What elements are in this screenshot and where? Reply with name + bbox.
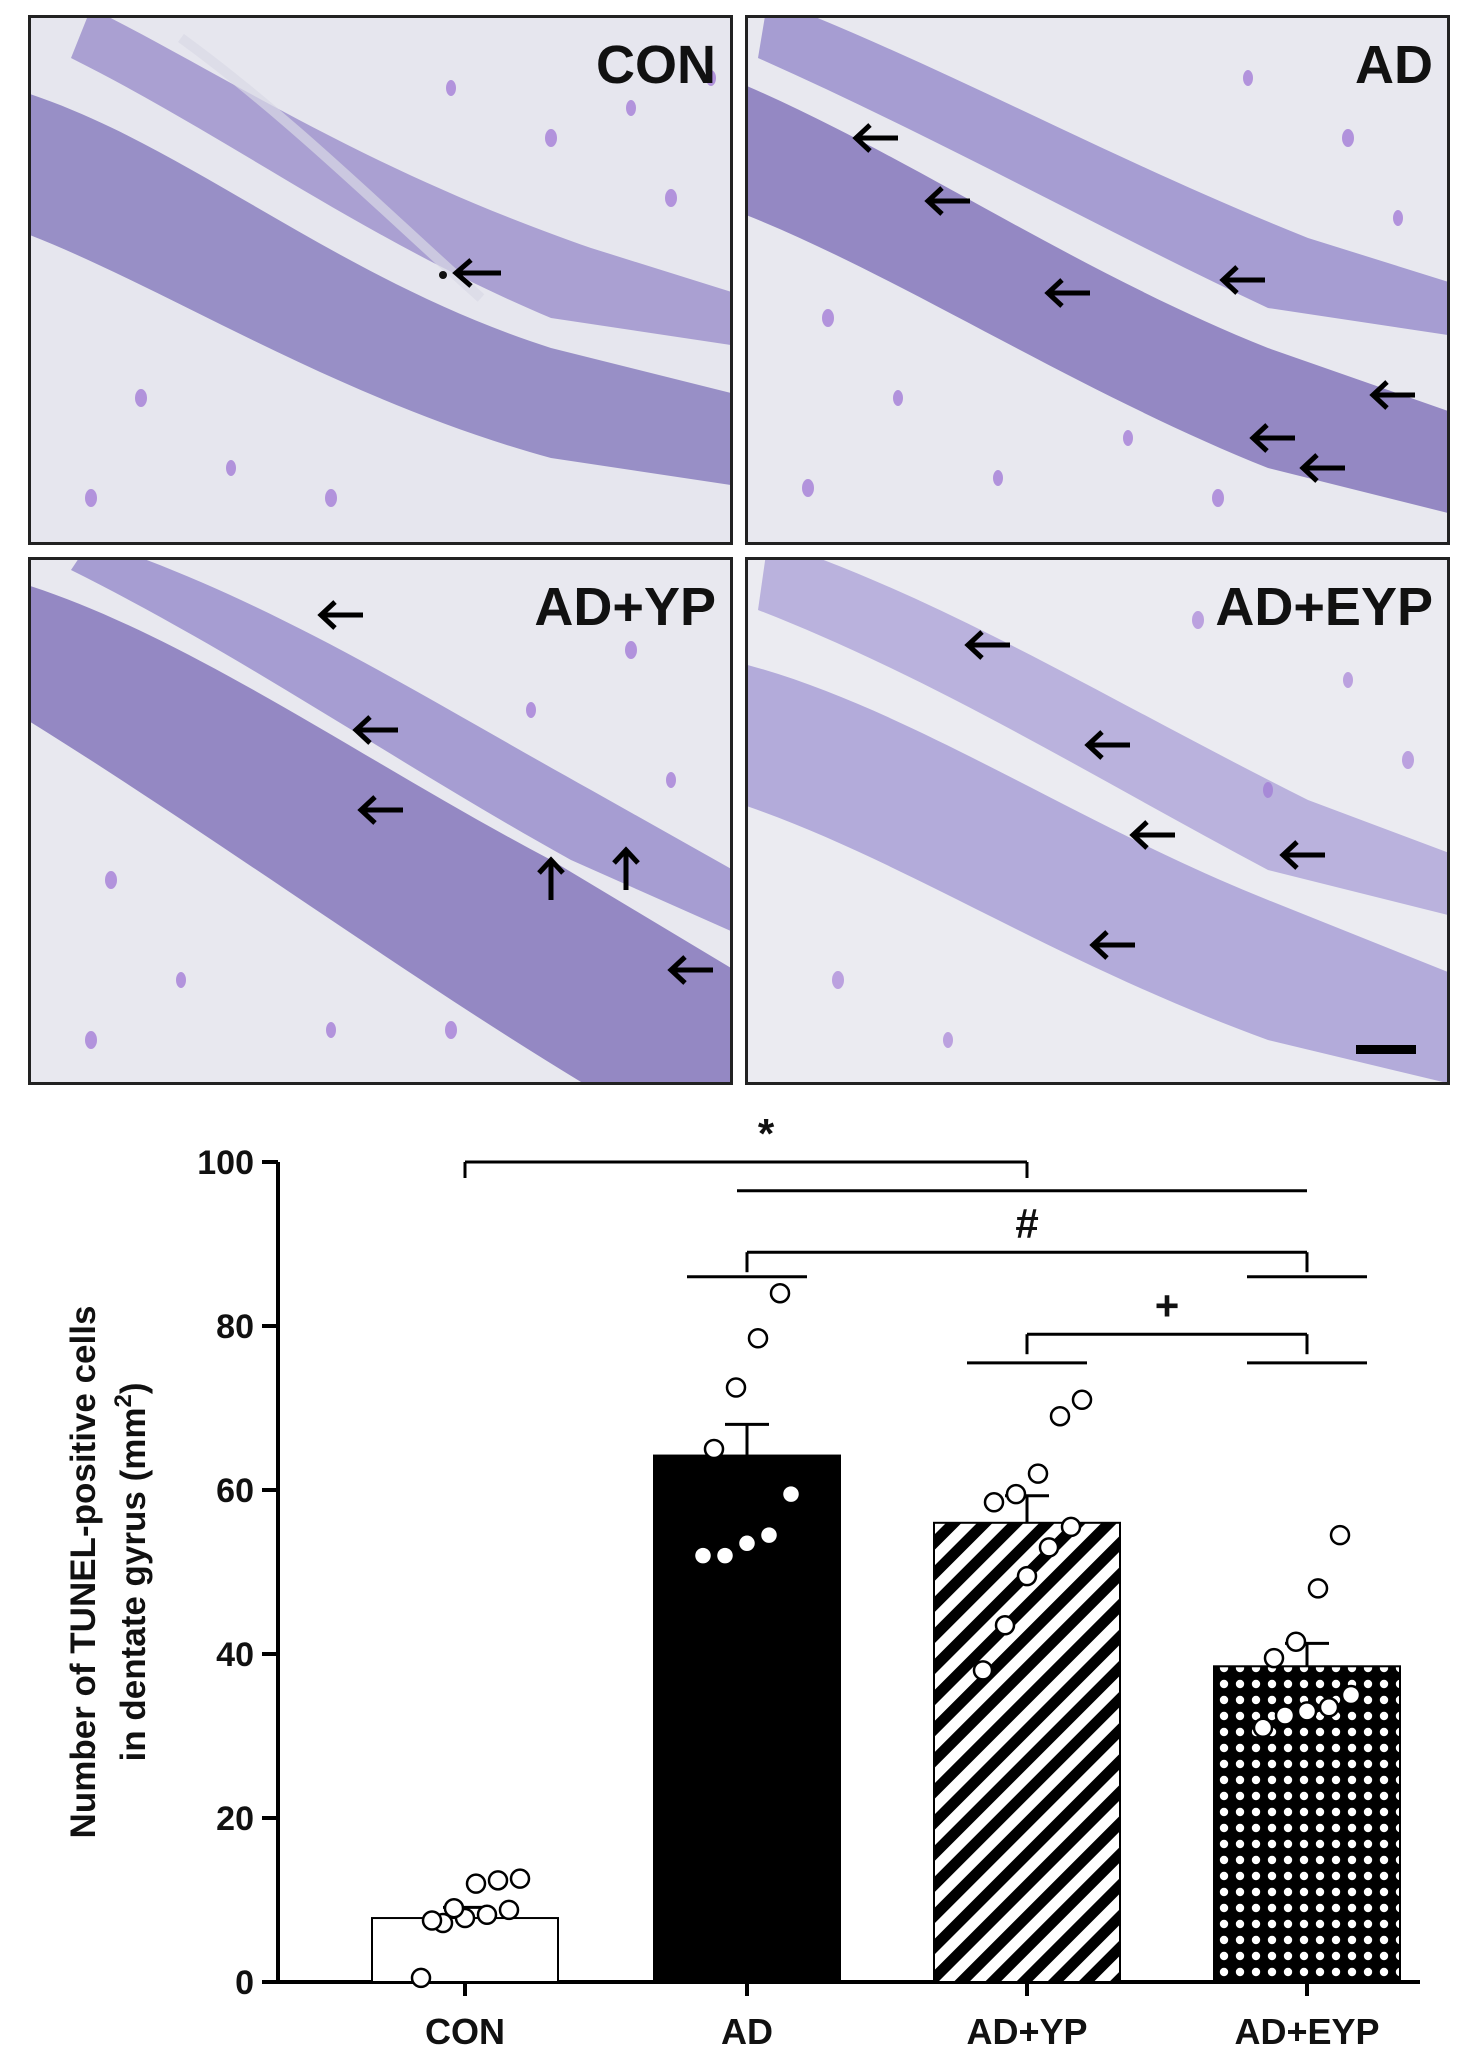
- data-point: [1038, 1537, 1060, 1558]
- scale-bar: [1356, 1045, 1416, 1054]
- tissue-image-con: [31, 18, 730, 542]
- y-tick-label: 40: [216, 1636, 254, 1674]
- y-axis-title-text: in dentate gyrus (mm: [114, 1408, 153, 1762]
- micrograph-con: CON: [28, 15, 733, 545]
- data-point: [1285, 1631, 1307, 1652]
- data-point: [1263, 1647, 1285, 1669]
- data-point: [498, 1899, 520, 1921]
- data-point: [1005, 1483, 1027, 1505]
- y-tick-label: 20: [216, 1800, 254, 1838]
- significance-brackets: * # +: [463, 1110, 1367, 1365]
- tissue-image-ad-eyp: [748, 560, 1447, 1082]
- data-point: [769, 1282, 791, 1304]
- arrow-marker: [452, 258, 501, 288]
- data-point: [983, 1492, 1005, 1513]
- micrograph-ad-eyp: AD+EYP: [745, 557, 1450, 1085]
- significance-symbol: +: [1155, 1282, 1180, 1329]
- data-point: [421, 1910, 443, 1931]
- data-point: [758, 1524, 780, 1546]
- tissue-image-ad-yp: [31, 560, 730, 1082]
- bars: [371, 1422, 1401, 1983]
- data-point: [1071, 1389, 1093, 1411]
- chart-svg: Number of TUNEL-positive cells in dentat…: [64, 1110, 1420, 2052]
- data-point: [747, 1328, 769, 1349]
- data-point: [1329, 1524, 1351, 1546]
- y-tick-label: 60: [216, 1472, 254, 1510]
- x-tick-label: AD+YP: [966, 2011, 1087, 2052]
- panel-label: CON: [596, 35, 716, 95]
- micrograph-ad-yp: AD+YP: [28, 557, 733, 1085]
- y-axis-title: Number of TUNEL-positive cells in dentat…: [64, 1306, 153, 1839]
- panel-label: AD+YP: [534, 577, 716, 637]
- data-point: [1252, 1717, 1274, 1739]
- y-axis-title-line1: Number of TUNEL-positive cells: [64, 1306, 103, 1839]
- x-tick-label: AD+EYP: [1234, 2011, 1379, 2052]
- arrow-marker: [964, 630, 1325, 960]
- x-tick-label: CON: [425, 2011, 505, 2052]
- bar: [933, 1521, 1121, 1983]
- data-point: [972, 1660, 994, 1681]
- data-point: [994, 1615, 1016, 1636]
- data-point: [736, 1533, 758, 1554]
- arrow-marker: [317, 600, 713, 985]
- panel-label: AD: [1355, 35, 1433, 95]
- data-point: [1049, 1405, 1071, 1427]
- significance-symbol: #: [1015, 1200, 1038, 1247]
- data-point: [443, 1897, 465, 1919]
- bar: [371, 1917, 559, 1983]
- data-point: [1296, 1701, 1318, 1722]
- y-axis-title-superscript: 2: [110, 1394, 137, 1407]
- bar: [653, 1454, 841, 1983]
- data-point: [1274, 1705, 1296, 1726]
- micrograph-ad: AD: [745, 15, 1450, 545]
- data-point: [487, 1870, 509, 1891]
- data-point: [1318, 1697, 1340, 1718]
- x-tick-label: AD: [721, 2011, 773, 2052]
- arrow-marker: [852, 123, 1415, 483]
- tissue-image-ad: [748, 18, 1447, 542]
- data-point: [1340, 1684, 1362, 1706]
- y-tick-label: 0: [235, 1964, 254, 2002]
- data-point: [1027, 1463, 1049, 1484]
- significance-symbol: *: [758, 1110, 775, 1157]
- panel-label: AD+EYP: [1215, 577, 1433, 637]
- data-point: [1307, 1578, 1329, 1599]
- data-point: [780, 1483, 802, 1505]
- y-axis-title-line2: in dentate gyrus (mm2): [110, 1383, 153, 1762]
- y-tick-label: 80: [216, 1308, 254, 1346]
- data-point: [1060, 1516, 1082, 1538]
- y-tick-label: 100: [197, 1144, 254, 1182]
- data-point: [476, 1904, 498, 1926]
- data-point: [465, 1873, 487, 1894]
- y-axis-title-close: ): [114, 1383, 153, 1395]
- data-point: [725, 1377, 747, 1398]
- data-point: [692, 1545, 714, 1566]
- data-point: [714, 1545, 736, 1566]
- bar-chart: Number of TUNEL-positive cells in dentat…: [0, 1100, 1464, 2059]
- data-points: [410, 1282, 1362, 1989]
- data-point: [509, 1868, 531, 1889]
- data-point: [1016, 1565, 1038, 1587]
- data-point: [703, 1438, 725, 1460]
- data-point: [410, 1967, 432, 1989]
